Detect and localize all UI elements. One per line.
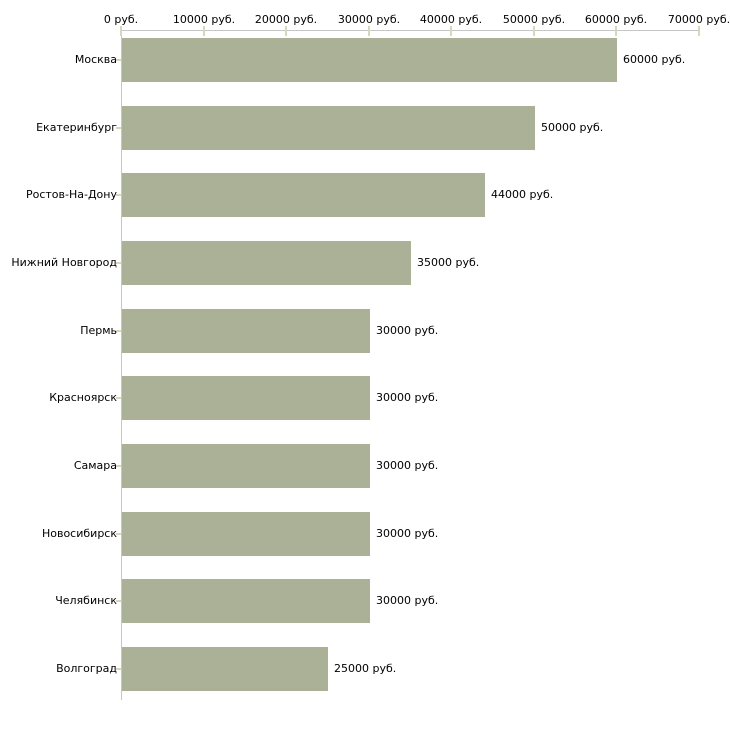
y-tick-mark (116, 262, 121, 264)
x-tick-mark (368, 26, 370, 36)
category-label: Челябинск (55, 594, 117, 607)
bar-value-label: 30000 руб. (376, 391, 439, 404)
x-tick-label: 20000 руб. (254, 13, 318, 26)
x-tick-mark (285, 26, 287, 36)
bar (122, 444, 370, 488)
x-tick-mark (533, 26, 535, 36)
category-label: Самара (73, 459, 117, 472)
x-tick-mark (615, 26, 617, 36)
x-tick-mark (203, 26, 205, 36)
y-axis-line (121, 30, 122, 700)
bar (122, 512, 370, 556)
bar (122, 376, 370, 420)
x-tick-label: 50000 руб. (502, 13, 566, 26)
bar (122, 173, 485, 217)
category-label: Красноярск (49, 391, 117, 404)
bar (122, 38, 617, 82)
bar-value-label: 30000 руб. (376, 459, 439, 472)
bar (122, 647, 328, 691)
y-tick-mark (116, 600, 121, 602)
category-label: Екатеринбург (36, 121, 117, 134)
bar-value-label: 30000 руб. (376, 594, 439, 607)
y-tick-mark (116, 668, 121, 670)
y-tick-mark (116, 397, 121, 399)
x-tick-label: 60000 руб. (584, 13, 648, 26)
bar (122, 106, 535, 150)
category-label: Нижний Новгород (11, 256, 117, 269)
bar-value-label: 44000 руб. (491, 188, 554, 201)
bar (122, 241, 411, 285)
x-axis-line (121, 30, 700, 31)
x-tick-label: 70000 руб. (667, 13, 730, 26)
bar (122, 309, 370, 353)
y-tick-mark (116, 127, 121, 129)
y-tick-mark (116, 59, 121, 61)
y-tick-mark (116, 194, 121, 196)
x-tick-label: 0 руб. (103, 13, 139, 26)
y-tick-mark (116, 330, 121, 332)
x-tick-mark (698, 26, 700, 36)
bar (122, 579, 370, 623)
bar-value-label: 35000 руб. (417, 256, 480, 269)
category-label: Волгоград (56, 662, 117, 675)
category-label: Новосибирск (41, 527, 117, 540)
x-tick-label: 10000 руб. (172, 13, 236, 26)
category-label: Ростов-На-Дону (25, 188, 117, 201)
bar-value-label: 50000 руб. (541, 121, 604, 134)
bar-value-label: 60000 руб. (623, 53, 686, 66)
bar-value-label: 30000 руб. (376, 527, 439, 540)
y-tick-mark (116, 533, 121, 535)
x-tick-mark (120, 26, 122, 36)
bar-value-label: 25000 руб. (334, 662, 397, 675)
x-tick-mark (450, 26, 452, 36)
x-tick-label: 40000 руб. (419, 13, 483, 26)
bar-value-label: 30000 руб. (376, 324, 439, 337)
y-tick-mark (116, 465, 121, 467)
category-label: Москва (74, 53, 117, 66)
category-label: Пермь (80, 324, 117, 337)
x-tick-label: 30000 руб. (337, 13, 401, 26)
